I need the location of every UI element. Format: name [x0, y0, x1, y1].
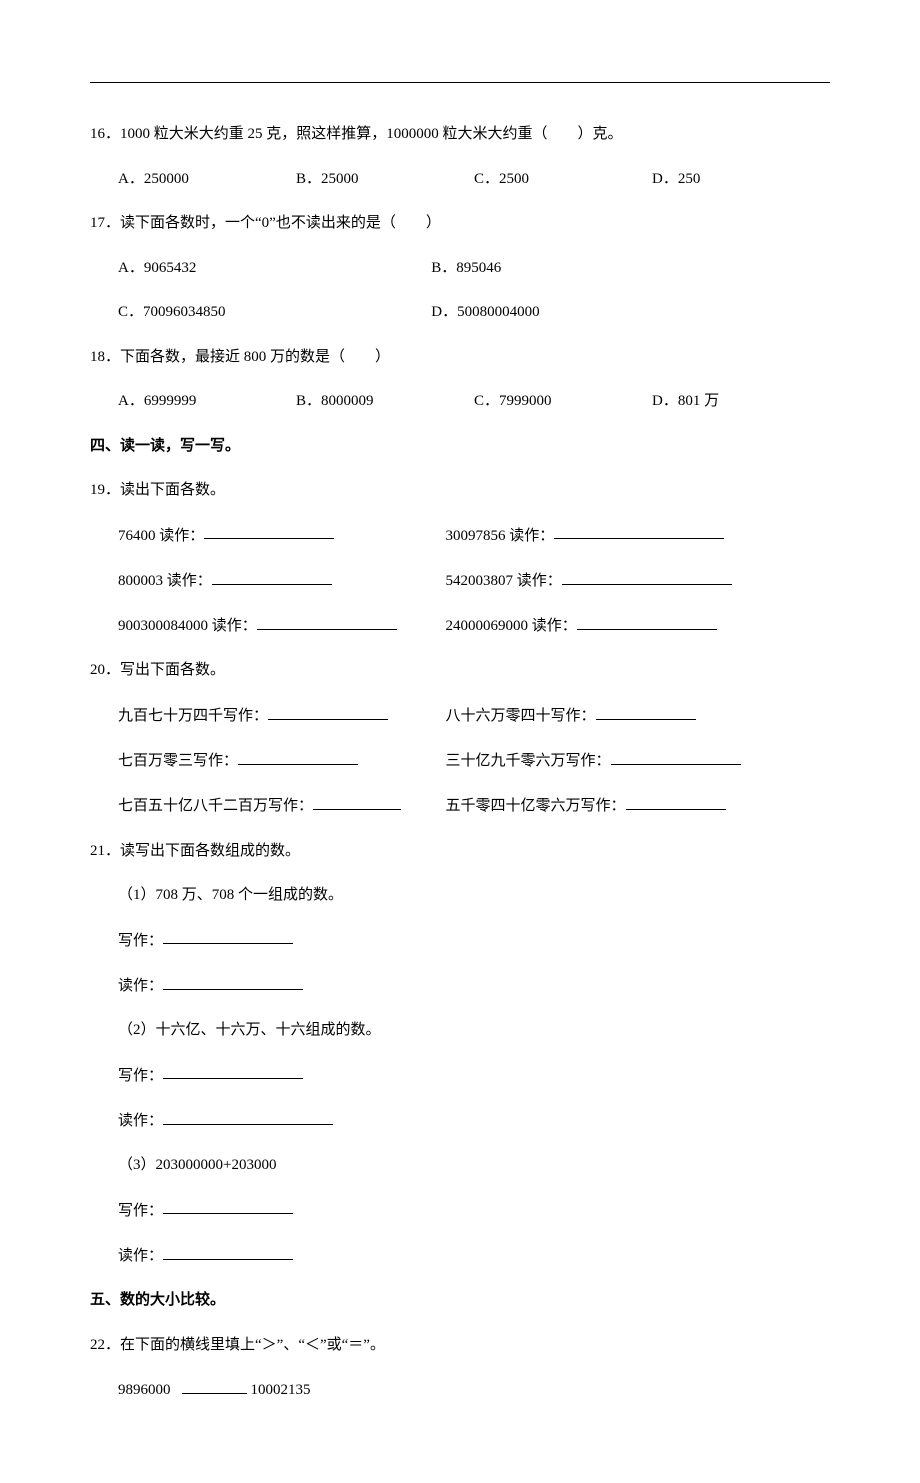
write-label: 写作：	[118, 1202, 163, 1218]
q21-p1-write: 写作：	[90, 929, 830, 952]
q20-r1a: 九百七十万四千写作：	[118, 704, 446, 727]
q20-r3a: 七百五十亿八千二百万写作：	[118, 794, 446, 817]
top-rule	[90, 82, 830, 83]
q19-r2a-label: 800003 读作：	[118, 573, 212, 589]
blank[interactable]	[163, 929, 293, 945]
q19-r1a-label: 76400 读作：	[118, 527, 204, 543]
q19-row1: 76400 读作： 30097856 读作：	[90, 524, 830, 547]
q21-p3-write: 写作：	[90, 1199, 830, 1222]
q17-opt-c: C．70096034850	[118, 301, 431, 324]
blank[interactable]	[611, 749, 741, 765]
q19-r3a: 900300084000 读作：	[118, 614, 446, 637]
q22-left: 9896000	[118, 1382, 171, 1398]
q22-right: 10002135	[251, 1382, 311, 1398]
blank[interactable]	[163, 1199, 293, 1215]
q17-stem: 17．读下面各数时，一个“0”也不读出来的是（ ）	[90, 212, 830, 235]
blank[interactable]	[163, 1064, 303, 1080]
q22-stem: 22．在下面的横线里填上“＞”、“＜”或“＝”。	[90, 1334, 830, 1357]
section-4-title: 四、读一读，写一写。	[90, 435, 830, 458]
q19-r2a: 800003 读作：	[118, 569, 446, 592]
q22-compare: 9896000 10002135	[90, 1378, 830, 1401]
q21-p2-write: 写作：	[90, 1064, 830, 1087]
q21-part1: （1）708 万、708 个一组成的数。	[90, 884, 830, 907]
q17-options-row2: C．70096034850 D．50080004000	[90, 301, 830, 324]
q20-r2a-label: 七百万零三写作：	[118, 753, 238, 769]
blank[interactable]	[238, 749, 358, 765]
q19-r1b-label: 30097856 读作：	[446, 527, 555, 543]
q20-row2: 七百万零三写作： 三十亿九千零六万写作：	[90, 749, 830, 772]
q19-r1b: 30097856 读作：	[446, 524, 830, 547]
q18-options: A．6999999 B．8000009 C．7999000 D．801 万	[90, 390, 830, 413]
section-5-title: 五、数的大小比较。	[90, 1289, 830, 1312]
q19-r3b-label: 24000069000 读作：	[446, 618, 577, 634]
q18-opt-a: A．6999999	[118, 390, 296, 413]
q21-p1-read: 读作：	[90, 974, 830, 997]
blank[interactable]	[596, 704, 696, 720]
q17-options-row1: A．9065432 B．895046	[90, 257, 830, 280]
q20-row1: 九百七十万四千写作： 八十六万零四十写作：	[90, 704, 830, 727]
q18-stem: 18．下面各数，最接近 800 万的数是（ ）	[90, 346, 830, 369]
blank[interactable]	[577, 614, 717, 630]
q19-r3a-label: 900300084000 读作：	[118, 618, 257, 634]
q20-r3b-label: 五千零四十亿零六万写作：	[446, 798, 626, 814]
q16-opt-c: C．2500	[474, 168, 652, 191]
blank[interactable]	[163, 1244, 293, 1260]
q17-opt-b: B．895046	[431, 257, 830, 280]
q20-r2b: 三十亿九千零六万写作：	[446, 749, 830, 772]
q21-p2-read: 读作：	[90, 1109, 830, 1132]
q16-opt-a: A．250000	[118, 168, 296, 191]
blank[interactable]	[257, 614, 397, 630]
q18-opt-b: B．8000009	[296, 390, 474, 413]
document-page: 16．1000 粒大米大约重 25 克，照这样推算，1000000 粒大米大约重…	[0, 0, 920, 1483]
blank[interactable]	[204, 524, 334, 540]
blank[interactable]	[268, 704, 388, 720]
q18-opt-d: D．801 万	[652, 390, 830, 413]
q16-opt-d: D．250	[652, 168, 830, 191]
q19-r1a: 76400 读作：	[118, 524, 446, 547]
q19-r2b: 542003807 读作：	[446, 569, 830, 592]
read-label: 读作：	[118, 978, 163, 994]
q21-part2: （2）十六亿、十六万、十六组成的数。	[90, 1019, 830, 1042]
blank[interactable]	[163, 974, 303, 990]
q19-stem: 19．读出下面各数。	[90, 479, 830, 502]
blank[interactable]	[313, 794, 401, 810]
q19-row3: 900300084000 读作： 24000069000 读作：	[90, 614, 830, 637]
q18-opt-c: C．7999000	[474, 390, 652, 413]
q16-options: A．250000 B．25000 C．2500 D．250	[90, 168, 830, 191]
read-label: 读作：	[118, 1248, 163, 1264]
q16-opt-b: B．25000	[296, 168, 474, 191]
write-label: 写作：	[118, 932, 163, 948]
q20-r2b-label: 三十亿九千零六万写作：	[446, 753, 611, 769]
q17-opt-a: A．9065432	[118, 257, 431, 280]
blank[interactable]	[182, 1378, 247, 1394]
read-label: 读作：	[118, 1113, 163, 1129]
q20-row3: 七百五十亿八千二百万写作： 五千零四十亿零六万写作：	[90, 794, 830, 817]
q20-r1a-label: 九百七十万四千写作：	[118, 708, 268, 724]
q20-r1b: 八十六万零四十写作：	[446, 704, 830, 727]
q19-r3b: 24000069000 读作：	[446, 614, 830, 637]
q20-stem: 20．写出下面各数。	[90, 659, 830, 682]
blank[interactable]	[163, 1109, 333, 1125]
q21-p3-read: 读作：	[90, 1244, 830, 1267]
q17-opt-d: D．50080004000	[431, 301, 830, 324]
q20-r2a: 七百万零三写作：	[118, 749, 446, 772]
write-label: 写作：	[118, 1067, 163, 1083]
blank[interactable]	[554, 524, 724, 540]
blank[interactable]	[212, 569, 332, 585]
q21-stem: 21．读写出下面各数组成的数。	[90, 840, 830, 863]
blank[interactable]	[626, 794, 726, 810]
q21-part3: （3）203000000+203000	[90, 1154, 830, 1177]
blank[interactable]	[562, 569, 732, 585]
q16-stem: 16．1000 粒大米大约重 25 克，照这样推算，1000000 粒大米大约重…	[90, 123, 830, 146]
q20-r3b: 五千零四十亿零六万写作：	[446, 794, 830, 817]
q19-r2b-label: 542003807 读作：	[446, 573, 562, 589]
q20-r3a-label: 七百五十亿八千二百万写作：	[118, 798, 313, 814]
q19-row2: 800003 读作： 542003807 读作：	[90, 569, 830, 592]
q20-r1b-label: 八十六万零四十写作：	[446, 708, 596, 724]
